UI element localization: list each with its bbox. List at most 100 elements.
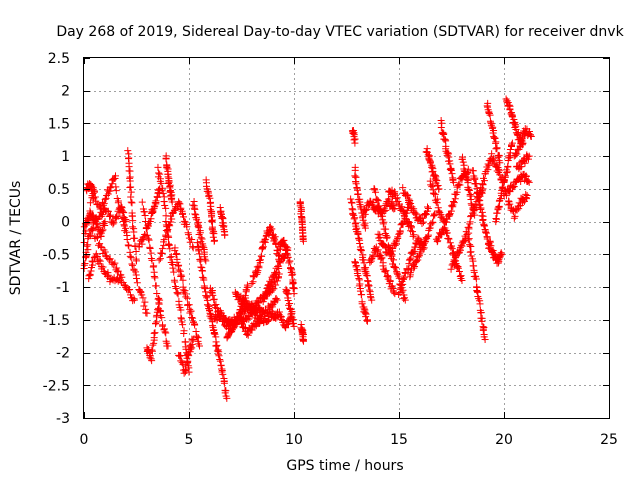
- data-point: [299, 237, 307, 245]
- data-point: [521, 125, 529, 133]
- data-point: [166, 245, 174, 253]
- x-tick-label: 15: [390, 432, 408, 448]
- data-point: [493, 209, 501, 217]
- data-point: [466, 248, 474, 256]
- data-point: [489, 247, 497, 255]
- x-tick-labels: 0 5 10 15 20 25: [80, 432, 618, 448]
- data-point: [285, 301, 293, 309]
- data-point: [352, 180, 360, 188]
- data-point: [101, 195, 109, 203]
- data-point: [517, 178, 525, 186]
- data-point: [275, 308, 283, 316]
- data-point: [89, 211, 97, 219]
- data-point: [177, 306, 185, 314]
- data-point: [290, 284, 298, 292]
- data-point: [87, 226, 95, 234]
- data-point: [211, 304, 219, 312]
- data-point: [454, 264, 462, 272]
- data-point: [86, 271, 94, 279]
- data-point: [153, 290, 161, 298]
- data-point: [399, 280, 407, 288]
- data-point: [361, 306, 369, 314]
- data-point: [362, 206, 370, 214]
- data-point: [495, 167, 503, 175]
- data-point: [166, 222, 174, 230]
- data-point: [256, 320, 264, 328]
- data-point: [210, 328, 218, 336]
- y-tick-label: -3: [56, 411, 70, 427]
- data-point: [348, 205, 356, 213]
- data-point: [246, 303, 254, 311]
- data-point: [96, 240, 104, 248]
- data-point: [126, 184, 134, 192]
- data-point: [153, 193, 161, 201]
- data-point: [275, 274, 283, 282]
- data-point: [429, 167, 437, 175]
- data-point: [243, 331, 251, 339]
- data-point: [158, 314, 166, 322]
- data-point: [457, 272, 465, 280]
- data-point: [357, 247, 365, 255]
- data-point: [283, 289, 291, 297]
- data-point: [296, 202, 304, 210]
- data-point: [80, 239, 88, 247]
- data-point: [476, 191, 484, 199]
- data-point: [498, 250, 506, 258]
- data-point: [174, 262, 182, 270]
- data-point: [253, 270, 261, 278]
- data-point: [433, 177, 441, 185]
- data-point: [502, 192, 510, 200]
- data-point: [97, 243, 105, 251]
- data-point: [448, 170, 456, 178]
- data-point: [299, 335, 307, 343]
- data-point: [353, 224, 361, 232]
- data-point: [173, 258, 181, 266]
- data-point: [437, 124, 445, 132]
- data-point: [450, 178, 458, 186]
- data-point: [418, 220, 426, 228]
- data-point: [498, 184, 506, 192]
- data-point: [492, 214, 500, 222]
- data-point: [422, 210, 430, 218]
- data-point: [515, 202, 523, 210]
- data-point: [369, 251, 377, 259]
- data-point: [428, 183, 436, 191]
- data-point: [98, 227, 106, 235]
- data-point: [113, 264, 121, 272]
- data-point: [116, 205, 124, 213]
- data-point: [177, 206, 185, 214]
- data-point: [129, 223, 137, 231]
- data-point: [458, 277, 466, 285]
- data-point: [428, 161, 436, 169]
- data-point: [403, 209, 411, 217]
- data-point: [219, 370, 227, 378]
- data-point: [512, 122, 520, 130]
- data-point: [150, 339, 158, 347]
- data-point: [208, 288, 216, 296]
- data-point: [268, 225, 276, 233]
- data-point: [490, 155, 498, 163]
- data-point: [389, 285, 397, 293]
- data-point: [179, 321, 187, 329]
- data-point: [106, 211, 114, 219]
- data-point: [138, 291, 146, 299]
- data-point: [160, 325, 168, 333]
- data-point: [162, 232, 170, 240]
- data-point: [126, 286, 134, 294]
- data-point: [154, 295, 162, 303]
- data-point: [476, 300, 484, 308]
- y-tick-label: -2.5: [43, 378, 70, 394]
- data-point: [479, 181, 487, 189]
- data-point: [141, 298, 149, 306]
- data-point: [163, 163, 171, 171]
- data-point: [130, 266, 138, 274]
- data-point: [182, 362, 190, 370]
- y-tick-label: -2: [56, 346, 70, 362]
- data-point: [166, 253, 174, 261]
- data-point: [490, 126, 498, 134]
- data-point: [414, 234, 422, 242]
- data-point: [99, 263, 107, 271]
- data-point: [510, 214, 518, 222]
- data-point: [450, 256, 458, 264]
- data-point: [289, 319, 297, 327]
